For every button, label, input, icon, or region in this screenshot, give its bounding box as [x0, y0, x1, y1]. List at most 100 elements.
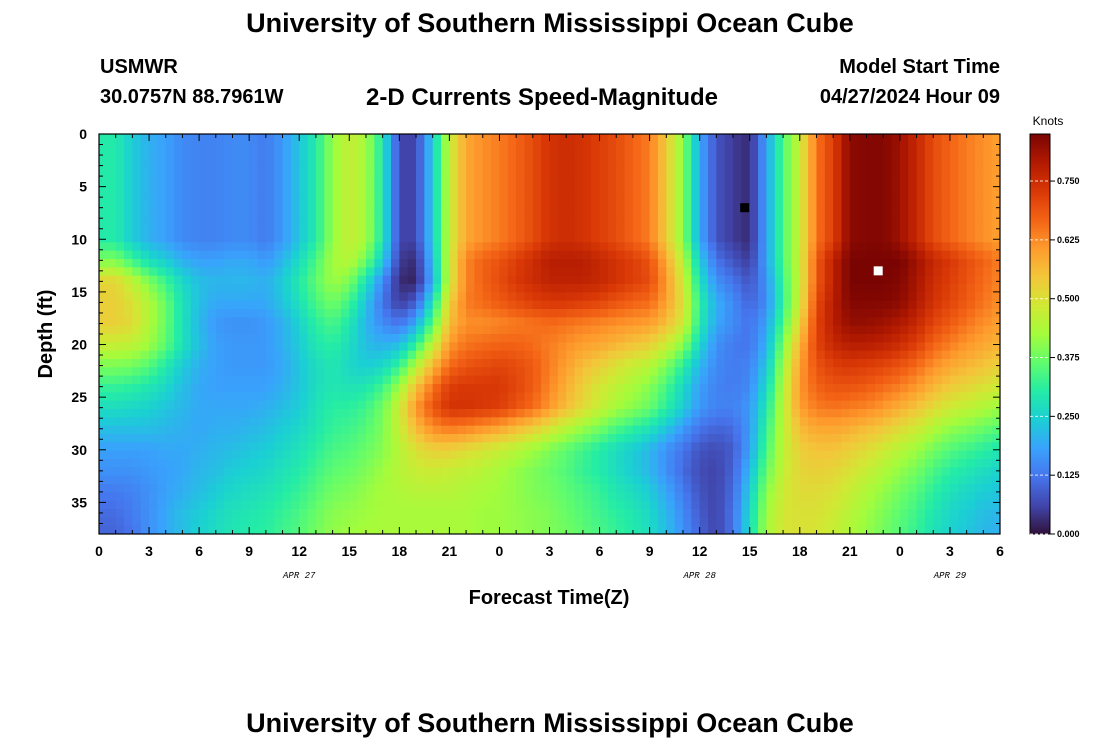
heatmap-cell: [299, 509, 309, 518]
heatmap-cell: [949, 409, 959, 418]
heatmap-cell: [149, 309, 158, 318]
heatmap-cell: [616, 175, 626, 185]
heatmap-cell: [349, 450, 359, 460]
heatmap-cell: [532, 459, 542, 468]
heatmap-cell: [124, 392, 133, 402]
heatmap-cell: [549, 309, 559, 318]
heatmap-cell: [774, 209, 784, 218]
heatmap-cell: [908, 300, 918, 310]
heatmap-cell: [883, 142, 893, 152]
heatmap-cell: [174, 425, 184, 435]
heatmap-cell: [324, 259, 334, 268]
heatmap-cell: [115, 284, 125, 293]
heatmap-cell: [758, 217, 767, 227]
heatmap-cell: [983, 275, 993, 285]
heatmap-cell: [265, 275, 275, 285]
heatmap-cell: [983, 184, 993, 193]
heatmap-cell: [874, 459, 884, 468]
heatmap-cell: [332, 225, 342, 235]
heatmap-cell: [983, 334, 993, 343]
heatmap-cell: [516, 359, 526, 368]
heatmap-cell: [332, 284, 342, 293]
heatmap-cell: [349, 342, 359, 352]
heatmap-cell: [866, 175, 876, 185]
heatmap-cell: [749, 267, 759, 277]
heatmap-cell: [674, 142, 684, 152]
heatmap-cell: [991, 234, 1000, 243]
heatmap-cell: [215, 484, 225, 493]
heatmap-cell: [849, 509, 859, 518]
heatmap-cell: [899, 417, 909, 427]
heatmap-cell: [382, 375, 392, 385]
heatmap-cell: [783, 300, 793, 310]
heatmap-cell: [532, 450, 542, 460]
heatmap-cell: [340, 459, 350, 468]
heatmap-cell: [949, 184, 959, 193]
heatmap-cell: [449, 450, 459, 460]
heatmap-cell: [899, 150, 909, 160]
heatmap-cell: [783, 367, 793, 377]
heatmap-cell: [240, 400, 250, 410]
heatmap-cell: [315, 192, 325, 202]
heatmap-cell: [232, 225, 242, 235]
heatmap-cell: [399, 217, 409, 227]
heatmap-cell: [849, 467, 859, 477]
heatmap-cell: [249, 359, 259, 368]
heatmap-cell: [983, 267, 993, 277]
heatmap-cell: [332, 434, 342, 443]
heatmap-cell: [249, 459, 259, 468]
heatmap-cell: [666, 200, 676, 210]
heatmap-cell: [783, 342, 793, 352]
heatmap-cell: [232, 425, 242, 435]
heatmap-cell: [858, 500, 868, 510]
heatmap-cell: [199, 200, 209, 210]
heatmap-cell: [107, 242, 117, 252]
heatmap-cell: [382, 200, 392, 210]
heatmap-cell: [132, 392, 142, 402]
heatmap-cell: [699, 367, 709, 377]
heatmap-cell: [808, 275, 818, 285]
heatmap-cell: [182, 300, 192, 310]
heatmap-cell: [240, 325, 250, 335]
heatmap-cell: [340, 367, 350, 377]
heatmap-cell: [899, 334, 909, 343]
heatmap-cell: [541, 367, 551, 377]
heatmap-cell: [174, 242, 184, 252]
heatmap-cell: [791, 242, 801, 252]
heatmap-cell: [115, 434, 125, 443]
heatmap-cell: [783, 234, 793, 243]
heatmap-cell: [157, 250, 167, 260]
heatmap-cell: [466, 234, 476, 243]
heatmap-cell: [949, 417, 959, 427]
heatmap-cell: [107, 442, 117, 452]
heatmap-cell: [299, 242, 309, 252]
heatmap-cell: [974, 259, 984, 268]
heatmap-cell: [733, 400, 742, 410]
heatmap-cell: [674, 475, 684, 485]
heatmap-cell: [374, 500, 384, 510]
heatmap-cell: [557, 475, 567, 485]
heatmap-cell: [841, 509, 851, 518]
heatmap-cell: [891, 450, 901, 460]
heatmap-cell: [457, 434, 467, 443]
heatmap-cell: [324, 500, 334, 510]
heatmap-cell: [165, 359, 175, 368]
heatmap-cell: [741, 475, 751, 485]
heatmap-cell: [99, 292, 108, 302]
heatmap-cell: [874, 425, 884, 435]
heatmap-cell: [140, 250, 150, 260]
heatmap-cell: [482, 192, 492, 202]
heatmap-cell: [190, 342, 200, 352]
heatmap-cell: [924, 192, 934, 202]
heatmap-cell: [215, 200, 225, 210]
heatmap-cell: [424, 225, 434, 235]
heatmap-cell: [124, 367, 133, 377]
heatmap-cell: [908, 150, 918, 160]
heatmap-cell: [816, 359, 826, 368]
heatmap-cell: [649, 134, 659, 143]
heatmap-cell: [516, 484, 526, 493]
heatmap-cell: [991, 209, 1000, 218]
heatmap-cell: [374, 209, 384, 218]
heatmap-cell: [733, 459, 742, 468]
heatmap-cell: [724, 500, 734, 510]
